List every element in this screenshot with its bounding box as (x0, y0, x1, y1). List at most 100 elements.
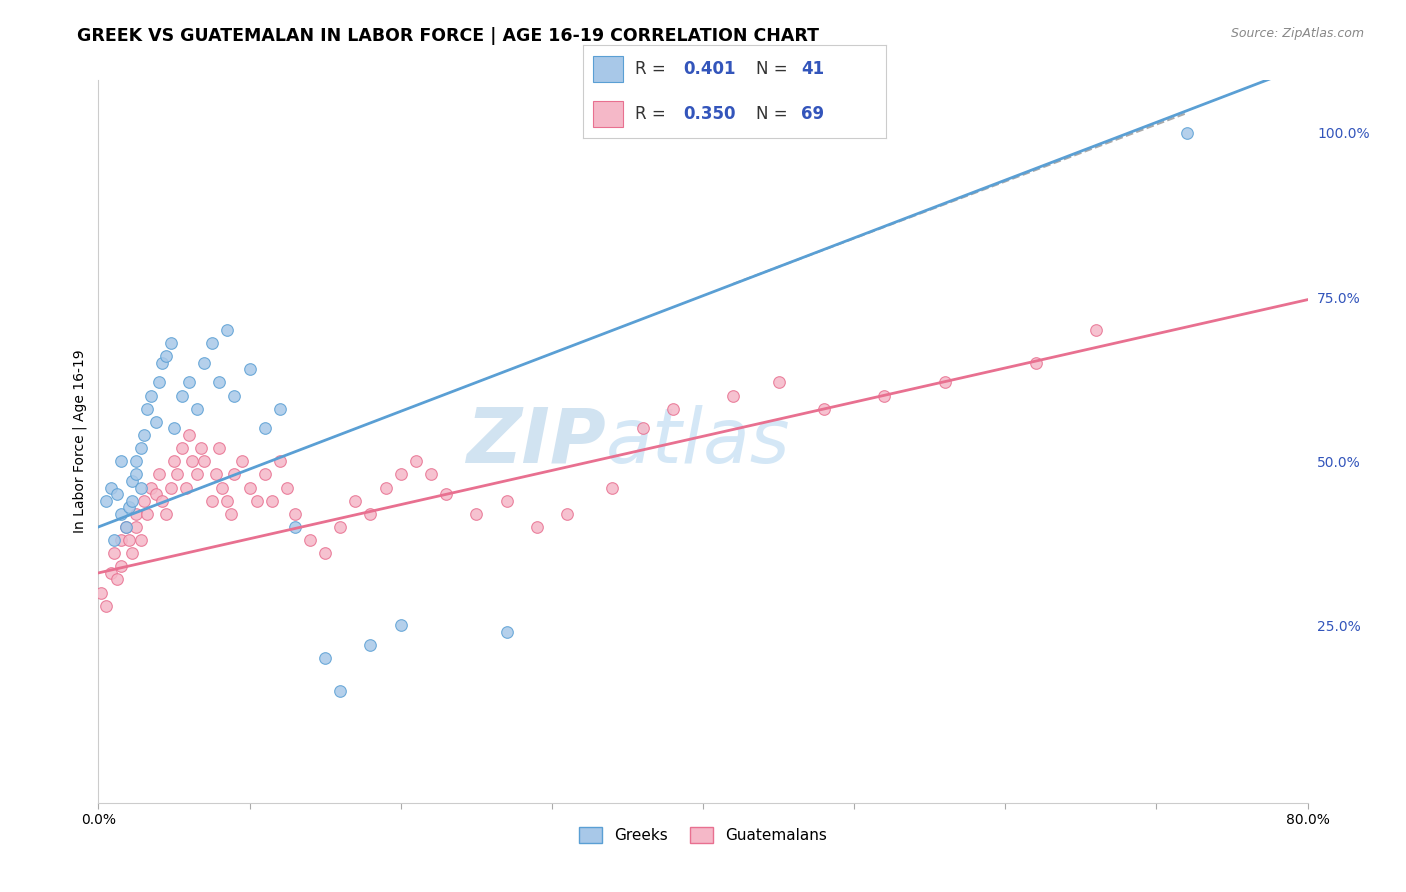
Text: 0.350: 0.350 (683, 105, 735, 123)
Y-axis label: In Labor Force | Age 16-19: In Labor Force | Age 16-19 (73, 350, 87, 533)
Text: atlas: atlas (606, 405, 790, 478)
Point (813, 401, 835, 416)
Point (145, 487, 167, 501)
Bar (592, 101, 623, 127)
Point (1175, 126, 1198, 140)
Point (100, 481, 122, 495)
Point (148, 467, 170, 482)
Point (215, 323, 238, 337)
Point (434, 487, 457, 501)
Point (135, 401, 157, 416)
Point (631, 421, 654, 435)
Point (239, 481, 262, 495)
Point (201, 336, 224, 351)
Point (314, 546, 336, 560)
Point (114, 520, 136, 534)
Point (160, 336, 183, 351)
Point (239, 362, 262, 376)
Point (114, 520, 136, 534)
Point (163, 421, 186, 435)
Point (105, 573, 128, 587)
Point (150, 356, 173, 370)
Point (166, 467, 188, 482)
Point (141, 388, 163, 402)
Point (374, 481, 396, 495)
Point (405, 454, 427, 468)
Point (110, 559, 132, 574)
Text: N =: N = (756, 105, 793, 123)
Point (276, 481, 298, 495)
Point (141, 481, 163, 495)
Point (179, 376, 201, 390)
Point (262, 493, 284, 508)
Point (465, 507, 488, 521)
Point (90, 585, 112, 599)
Text: R =: R = (636, 105, 671, 123)
Point (495, 493, 517, 508)
Point (110, 533, 132, 547)
Point (389, 618, 412, 632)
Text: 69: 69 (801, 105, 824, 123)
Point (602, 481, 624, 495)
Point (555, 507, 578, 521)
Point (118, 533, 141, 547)
Point (253, 421, 276, 435)
Point (121, 546, 143, 560)
Point (360, 638, 382, 652)
Point (768, 376, 790, 390)
Point (103, 533, 125, 547)
Point (224, 388, 246, 402)
Text: GREEK VS GUATEMALAN IN LABOR FORCE | AGE 16-19 CORRELATION CHART: GREEK VS GUATEMALAN IN LABOR FORCE | AGE… (77, 27, 820, 45)
Point (110, 454, 132, 468)
Point (208, 376, 231, 390)
Point (121, 493, 143, 508)
Point (193, 454, 215, 468)
Point (135, 507, 157, 521)
Point (201, 493, 224, 508)
Point (269, 401, 291, 416)
Point (181, 454, 204, 468)
Point (125, 507, 148, 521)
Point (155, 349, 177, 363)
Text: ZIP: ZIP (467, 405, 606, 478)
Point (129, 441, 152, 455)
Point (190, 441, 212, 455)
Text: N =: N = (756, 60, 793, 78)
Point (118, 500, 141, 515)
Point (215, 493, 238, 508)
Point (110, 507, 132, 521)
Point (105, 487, 128, 501)
Point (132, 493, 155, 508)
Point (360, 507, 382, 521)
Point (1024, 356, 1046, 370)
Text: R =: R = (636, 60, 671, 78)
Point (420, 467, 443, 482)
Point (100, 566, 122, 580)
Point (148, 376, 170, 390)
Point (129, 481, 152, 495)
Point (269, 454, 291, 468)
Point (723, 388, 745, 402)
Point (284, 520, 307, 534)
Point (314, 651, 336, 665)
Point (934, 376, 956, 390)
Point (132, 428, 155, 442)
Point (186, 401, 208, 416)
Point (661, 401, 683, 416)
Text: Source: ZipAtlas.com: Source: ZipAtlas.com (1230, 27, 1364, 40)
Point (299, 533, 322, 547)
Point (103, 546, 125, 560)
Point (155, 507, 177, 521)
Text: 41: 41 (801, 60, 824, 78)
Point (211, 481, 233, 495)
Point (224, 467, 246, 482)
Point (205, 467, 228, 482)
Point (145, 415, 167, 429)
Text: 0.401: 0.401 (683, 60, 735, 78)
Point (208, 441, 231, 455)
Point (160, 481, 183, 495)
Point (94, 493, 117, 508)
Point (129, 533, 152, 547)
Point (284, 507, 307, 521)
Point (389, 467, 412, 482)
